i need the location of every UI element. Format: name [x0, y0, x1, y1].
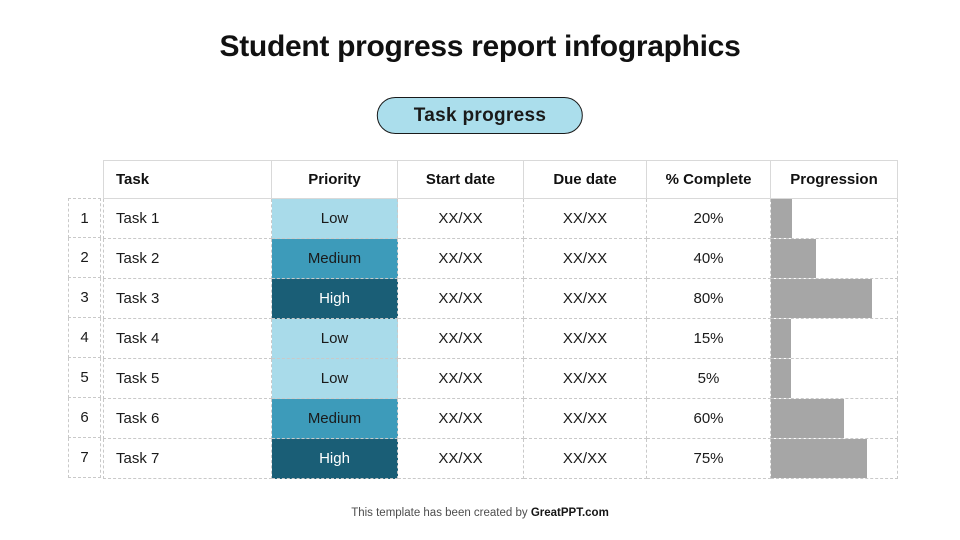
due-date-cell: XX/XX: [523, 398, 647, 439]
priority-cell: Low: [271, 358, 398, 399]
table-row: Task 1 Low XX/XX XX/XX 20%: [103, 198, 898, 239]
progression-cell: [770, 398, 898, 439]
start-date-cell: XX/XX: [397, 198, 524, 239]
row-number: 5: [68, 358, 101, 398]
progression-cell: [770, 438, 898, 479]
task-table-grid: Task Priority Start date Due date % Comp…: [103, 160, 898, 479]
table-row: Task 4 Low XX/XX XX/XX 15%: [103, 318, 898, 359]
progress-bar: [771, 359, 792, 398]
table-row: Task 7 High XX/XX XX/XX 75%: [103, 438, 898, 479]
start-date-cell: XX/XX: [397, 358, 524, 399]
footer-credit: This template has been created by GreatP…: [0, 507, 960, 519]
task-progress-badge-label: Task progress: [413, 104, 547, 126]
due-date-cell: XX/XX: [523, 198, 647, 239]
start-date-cell: XX/XX: [397, 398, 524, 439]
priority-cell: Low: [271, 318, 398, 359]
row-number-column: 1 2 3 4 5 6 7: [68, 198, 101, 478]
start-date-cell: XX/XX: [397, 278, 524, 319]
complete-cell: 60%: [646, 398, 771, 439]
column-header-complete: % Complete: [646, 160, 771, 199]
task-table: Task Priority Start date Due date % Comp…: [103, 160, 898, 479]
progress-bar: [771, 239, 817, 278]
start-date-cell: XX/XX: [397, 438, 524, 479]
progress-bar: [771, 319, 792, 358]
row-number: 7: [68, 438, 101, 478]
complete-cell: 20%: [646, 198, 771, 239]
start-date-cell: XX/XX: [397, 238, 524, 279]
due-date-cell: XX/XX: [523, 358, 647, 399]
table-row: Task 2 Medium XX/XX XX/XX 40%: [103, 238, 898, 279]
table-row: Task 6 Medium XX/XX XX/XX 60%: [103, 398, 898, 439]
complete-cell: 80%: [646, 278, 771, 319]
column-header-progression: Progression: [770, 160, 898, 199]
priority-cell: Medium: [271, 398, 398, 439]
row-number: 1: [68, 198, 101, 238]
task-cell: Task 4: [103, 318, 272, 359]
footer-credit-text: This template has been created by: [351, 507, 531, 519]
row-number: 4: [68, 318, 101, 358]
page-title: Student progress report infographics: [219, 30, 741, 63]
progression-cell: [770, 358, 898, 399]
footer-brand: GreatPPT.com: [530, 507, 609, 519]
progression-cell: [770, 198, 898, 239]
due-date-cell: XX/XX: [523, 278, 647, 319]
due-date-cell: XX/XX: [523, 238, 647, 279]
priority-cell: Medium: [271, 238, 398, 279]
table-row: Task 3 High XX/XX XX/XX 80%: [103, 278, 898, 319]
table-row: Task 5 Low XX/XX XX/XX 5%: [103, 358, 898, 399]
due-date-cell: XX/XX: [523, 318, 647, 359]
column-header-priority: Priority: [271, 160, 398, 199]
progression-cell: [770, 318, 898, 359]
task-cell: Task 6: [103, 398, 272, 439]
complete-cell: 5%: [646, 358, 771, 399]
progression-cell: [770, 238, 898, 279]
task-cell: Task 3: [103, 278, 272, 319]
progression-cell: [770, 278, 898, 319]
row-number: 3: [68, 278, 101, 318]
task-cell: Task 5: [103, 358, 272, 399]
progress-bar: [771, 399, 845, 438]
table-header-row: Task Priority Start date Due date % Comp…: [103, 160, 898, 199]
task-progress-badge: Task progress: [376, 97, 584, 134]
progress-bar: [771, 199, 793, 238]
column-header-task: Task: [103, 160, 272, 199]
row-number: 6: [68, 398, 101, 438]
task-cell: Task 1: [103, 198, 272, 239]
complete-cell: 40%: [646, 238, 771, 279]
priority-cell: High: [271, 278, 398, 319]
task-cell: Task 7: [103, 438, 272, 479]
row-number: 2: [68, 238, 101, 278]
start-date-cell: XX/XX: [397, 318, 524, 359]
progress-bar: [771, 279, 872, 318]
column-header-start-date: Start date: [397, 160, 524, 199]
complete-cell: 15%: [646, 318, 771, 359]
complete-cell: 75%: [646, 438, 771, 479]
priority-cell: Low: [271, 198, 398, 239]
priority-cell: High: [271, 438, 398, 479]
column-header-due-date: Due date: [523, 160, 647, 199]
progress-bar: [771, 439, 867, 478]
task-cell: Task 2: [103, 238, 272, 279]
due-date-cell: XX/XX: [523, 438, 647, 479]
